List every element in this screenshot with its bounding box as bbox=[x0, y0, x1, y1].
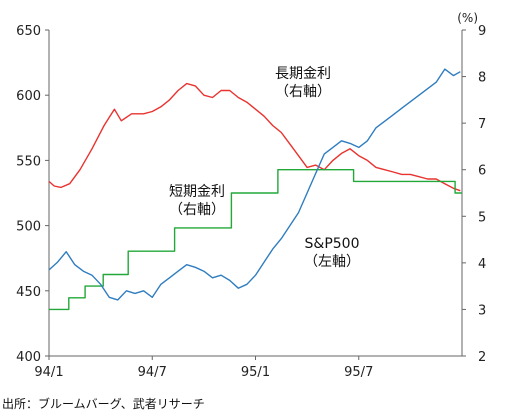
right-tick-label: 4 bbox=[478, 257, 486, 272]
series-long-term-rate bbox=[48, 82, 461, 192]
annotation-sp500-line2: （左軸） bbox=[304, 254, 360, 270]
x-tick-label: 95/7 bbox=[344, 365, 373, 380]
x-tick-label: 95/1 bbox=[241, 365, 270, 380]
left-tick-label: 400 bbox=[16, 350, 41, 365]
series-short-term-rate bbox=[49, 168, 462, 311]
right-tick-label: 3 bbox=[478, 303, 486, 318]
right-tick-label: 2 bbox=[478, 350, 486, 365]
series-layer bbox=[48, 68, 462, 311]
left-tick-label: 550 bbox=[16, 154, 41, 169]
annotation-long-rate-line2: （右軸） bbox=[275, 84, 331, 100]
x-tick-label: 94/7 bbox=[138, 365, 167, 380]
right-tick-label: 7 bbox=[478, 117, 486, 132]
left-tick-label: 600 bbox=[16, 89, 41, 104]
right-tick-label: 5 bbox=[478, 210, 486, 225]
x-tick-label: 94/1 bbox=[34, 365, 63, 380]
left-tick-label: 500 bbox=[16, 220, 41, 235]
right-tick-label: 6 bbox=[478, 164, 486, 179]
right-tick-label: 8 bbox=[478, 71, 486, 86]
right-axis-unit-label: (%) bbox=[457, 11, 478, 25]
annotation-short-rate-line2: （右軸） bbox=[169, 202, 225, 218]
right-axis-ticks: 2 3 4 5 6 7 8 9 bbox=[462, 24, 486, 365]
annotation-short-rate-line1: 短期金利 bbox=[169, 184, 225, 200]
series-sp500 bbox=[48, 68, 461, 301]
x-axis-ticks: 94/1 94/7 95/1 95/7 bbox=[34, 356, 373, 380]
left-tick-label: 450 bbox=[16, 285, 41, 300]
annotation-sp500-line1: S&P500 bbox=[305, 236, 360, 252]
source-note: 出所：ブルームバーグ、武者リサーチ bbox=[2, 396, 205, 411]
left-tick-label: 650 bbox=[16, 24, 41, 39]
left-axis-ticks: 400 450 500 550 600 650 bbox=[16, 24, 49, 365]
right-tick-label: 9 bbox=[478, 24, 486, 39]
annotation-long-rate-line1: 長期金利 bbox=[275, 66, 331, 82]
